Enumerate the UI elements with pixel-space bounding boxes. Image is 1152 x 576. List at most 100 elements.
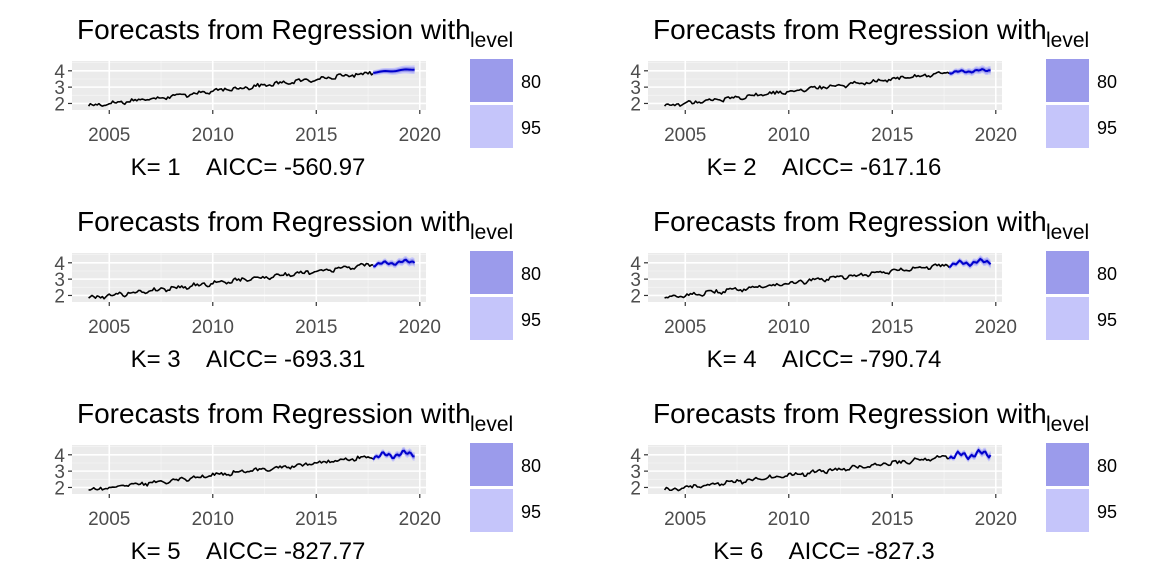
x-tick-label: 2020 (975, 509, 1017, 530)
x-tick-label: 2010 (768, 509, 810, 530)
forecast-line (372, 449, 415, 461)
major-grid (72, 445, 426, 494)
legend-key-80 (1046, 59, 1089, 102)
legend-label-95: 95 (1097, 502, 1117, 522)
x-tick-label: 2020 (975, 317, 1017, 338)
y-tick-label: 3 (630, 78, 641, 99)
chart-caption: K= 4 AICC= -790.74 (707, 346, 942, 373)
chart-caption: K= 2 AICC= -617.16 (707, 154, 942, 181)
legend-label-95: 95 (521, 310, 541, 330)
legend-key-80 (1046, 251, 1089, 294)
legend: level 80 95 (1046, 413, 1117, 532)
x-tick-label: 2010 (192, 317, 234, 338)
chart-caption: K= 5 AICC= -827.77 (131, 538, 366, 565)
y-tick-label: 4 (54, 446, 65, 467)
y-tick-label: 3 (630, 270, 641, 291)
legend-label-80: 80 (1097, 264, 1117, 284)
legend: level 80 95 (470, 413, 541, 532)
x-tick-label: 2010 (192, 509, 234, 530)
y-tick-label: 4 (630, 254, 641, 275)
forecast-line (373, 258, 416, 268)
x-tick-label: 2005 (664, 317, 706, 338)
legend-key-95 (1046, 105, 1089, 148)
legend-label-95: 95 (1097, 118, 1117, 138)
x-tick-label: 2010 (768, 125, 810, 146)
chart-panel-1: Forecasts from Regression with 234 2005 201… (54, 14, 541, 181)
legend-label-95: 95 (521, 502, 541, 522)
x-tick-label: 2010 (192, 125, 234, 146)
legend: level 80 95 (1046, 221, 1117, 340)
forecast-line (373, 68, 415, 74)
y-tick-label: 2 (630, 94, 641, 115)
x-tick-label: 2015 (871, 317, 913, 338)
major-grid (648, 61, 1002, 110)
chart-caption: K= 1 AICC= -560.97 (131, 154, 366, 181)
x-tick-label: 2020 (975, 125, 1017, 146)
history-line (663, 454, 950, 492)
x-tick-label: 2005 (88, 125, 130, 146)
chart-title: Forecasts from Regression with (77, 206, 471, 237)
y-tick-label: 2 (630, 286, 641, 307)
legend-label-80: 80 (1097, 456, 1117, 476)
legend-title: level (470, 413, 513, 436)
minor-grid (648, 253, 1002, 302)
legend-key-95 (470, 489, 513, 532)
major-grid (72, 253, 426, 302)
legend-key-95 (1046, 489, 1089, 532)
history-line (87, 70, 374, 107)
chart-panel-5: Forecasts from Regression with 234 2005 201… (54, 398, 541, 565)
chart-title: Forecasts from Regression with (77, 14, 471, 45)
y-tick-label: 3 (54, 270, 65, 291)
history-line (88, 455, 374, 491)
legend-title: level (470, 221, 513, 244)
legend-key-95 (1046, 297, 1089, 340)
chart-panel-3: Forecasts from Regression with 234 2005 201… (54, 206, 541, 373)
legend-title: level (1046, 413, 1089, 436)
legend-key-95 (470, 297, 513, 340)
plot-panel (72, 61, 426, 110)
x-tick-label: 2015 (871, 509, 913, 530)
forecast-line (948, 68, 991, 75)
legend-label-80: 80 (521, 456, 541, 476)
x-tick-label: 2015 (295, 509, 337, 530)
chart-title: Forecasts from Regression with (77, 398, 471, 429)
y-tick-label: 2 (630, 478, 641, 499)
x-tick-label: 2020 (399, 125, 441, 146)
history-line (664, 263, 950, 299)
plot-panel (648, 61, 1002, 110)
legend-title: level (1046, 221, 1089, 244)
history-line (663, 71, 950, 107)
major-grid (648, 253, 1002, 302)
chart-panel-6: Forecasts from Regression with 234 2005 201… (630, 398, 1117, 565)
major-grid (72, 61, 426, 110)
legend-label-95: 95 (1097, 310, 1117, 330)
chart-panel-4: Forecasts from Regression with 234 2005 201… (630, 206, 1117, 373)
x-tick-label: 2015 (871, 125, 913, 146)
legend-key-80 (470, 59, 513, 102)
minor-grid (72, 445, 426, 494)
legend-label-80: 80 (1097, 72, 1117, 92)
legend: level 80 95 (1046, 29, 1117, 148)
chart-panel-2: Forecasts from Regression with 234 2005 201… (630, 14, 1117, 181)
chart-caption: K= 6 AICC= -827.3 (713, 538, 934, 565)
plot-panel (72, 253, 426, 302)
x-tick-label: 2015 (295, 125, 337, 146)
y-tick-label: 2 (54, 286, 65, 307)
history-line (88, 262, 374, 300)
chart-title: Forecasts from Regression with (653, 206, 1047, 237)
x-tick-label: 2015 (295, 317, 337, 338)
x-tick-label: 2005 (664, 509, 706, 530)
legend-label-95: 95 (521, 118, 541, 138)
chart-caption: K= 3 AICC= -693.31 (131, 346, 366, 373)
forecast-line (948, 448, 992, 461)
y-tick-label: 4 (54, 254, 65, 275)
legend-key-80 (470, 443, 513, 486)
chart-title: Forecasts from Regression with (653, 398, 1047, 429)
legend-label-80: 80 (521, 264, 541, 284)
legend-title: level (470, 29, 513, 52)
y-tick-label: 3 (54, 462, 65, 483)
y-tick-label: 4 (630, 446, 641, 467)
legend: level 80 95 (470, 221, 541, 340)
x-tick-label: 2005 (88, 317, 130, 338)
